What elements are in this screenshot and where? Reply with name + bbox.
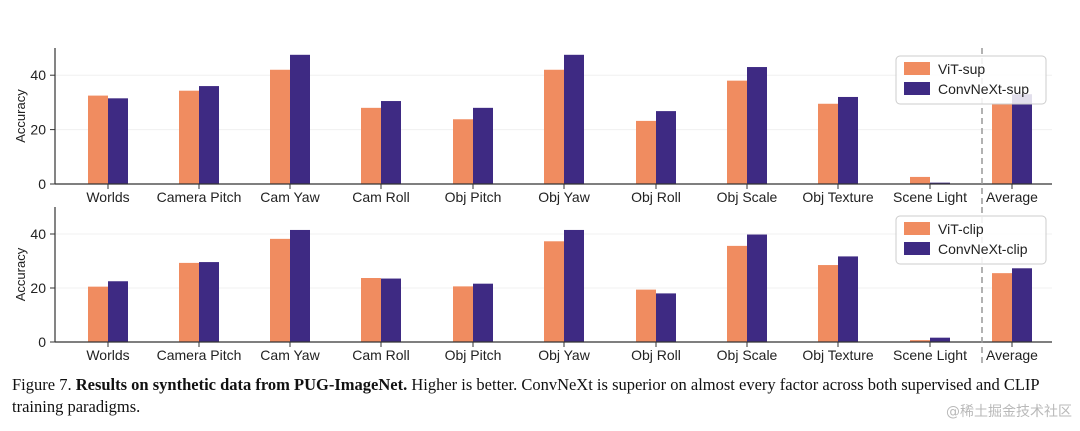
x-tick-label: Worlds (86, 189, 129, 205)
bar-vit-sup-scene-light (910, 176, 930, 184)
bar-vit-clip-obj-yaw (544, 241, 564, 342)
bar-vit-clip-camera-pitch (179, 262, 199, 342)
x-tick-label: Cam Yaw (260, 347, 320, 363)
legend-entry: ConvNeXt-clip (938, 241, 1028, 257)
bar-convnext-sup-obj-roll (656, 111, 676, 184)
x-tick-label: Obj Pitch (445, 347, 502, 363)
legend-entry: ViT-sup (938, 61, 985, 77)
bar-vit-clip-obj-texture (818, 265, 838, 342)
bar-convnext-clip-obj-scale (747, 234, 767, 342)
bar-convnext-sup-cam-yaw (290, 54, 310, 184)
bar-vit-sup-obj-pitch (453, 119, 473, 184)
legend-entry: ViT-clip (938, 221, 984, 237)
bar-convnext-clip-average (1012, 268, 1032, 342)
bar-vit-clip-obj-pitch (453, 286, 473, 342)
bar-convnext-clip-obj-yaw (564, 229, 584, 342)
x-tick-label: Camera Pitch (157, 347, 242, 363)
bar-vit-sup-obj-scale (727, 80, 747, 184)
bar-vit-sup-average (992, 103, 1012, 184)
bar-vit-clip-obj-roll (636, 289, 656, 342)
x-tick-label: Obj Texture (802, 347, 874, 363)
bar-vit-clip-cam-yaw (270, 238, 290, 342)
caption-body: Higher is better. ConvNeXt is superior o… (12, 375, 1039, 416)
bar-convnext-clip-cam-yaw (290, 229, 310, 342)
bar-convnext-sup-obj-pitch (473, 107, 493, 184)
bar-vit-sup-camera-pitch (179, 90, 199, 184)
bar-convnext-clip-obj-pitch (473, 283, 493, 342)
x-tick-label: Obj Roll (631, 189, 681, 205)
x-tick-label: Obj Yaw (538, 347, 591, 363)
bar-convnext-sup-obj-yaw (564, 54, 584, 184)
bar-convnext-clip-worlds (108, 281, 128, 342)
y-tick-label: 20 (30, 122, 46, 138)
x-tick-label: Obj Scale (717, 347, 778, 363)
legend-swatch (904, 82, 930, 95)
legend-swatch (904, 222, 930, 235)
bar-convnext-sup-obj-scale (747, 67, 767, 184)
caption-title: Results on synthetic data from PUG-Image… (75, 375, 408, 394)
x-tick-label: Cam Yaw (260, 189, 320, 205)
bar-convnext-clip-cam-roll (381, 278, 401, 342)
x-tick-label: Obj Scale (717, 189, 778, 205)
x-tick-label: Scene Light (893, 189, 967, 205)
bar-convnext-sup-worlds (108, 98, 128, 184)
x-tick-label: Average (986, 347, 1038, 363)
x-tick-label: Scene Light (893, 347, 967, 363)
bar-vit-sup-cam-yaw (270, 69, 290, 184)
x-tick-label: Obj Yaw (538, 189, 591, 205)
legend-swatch (904, 62, 930, 75)
bar-vit-clip-cam-roll (361, 278, 381, 342)
y-axis-label: Accuracy (13, 89, 28, 143)
bar-vit-sup-cam-roll (361, 107, 381, 184)
bar-convnext-sup-scene-light (930, 182, 950, 184)
bar-vit-clip-worlds (88, 286, 108, 342)
bar-vit-clip-scene-light (910, 340, 930, 342)
bar-convnext-clip-scene-light (930, 337, 950, 342)
legend: ViT-sup ConvNeXt-sup (895, 55, 1047, 105)
bar-vit-sup-obj-roll (636, 120, 656, 184)
bar-convnext-clip-obj-texture (838, 256, 858, 342)
bar-convnext-clip-obj-roll (656, 293, 676, 342)
caption-label: Figure 7. (12, 375, 72, 394)
bar-convnext-sup-camera-pitch (199, 86, 219, 184)
y-tick-label: 40 (30, 67, 46, 83)
legend-entry: ConvNeXt-sup (938, 81, 1029, 97)
x-tick-label: Cam Roll (352, 347, 410, 363)
x-tick-label: Worlds (86, 347, 129, 363)
legend-swatch (904, 242, 930, 255)
watermark: @稀土掘金技术社区 (946, 404, 1072, 420)
x-tick-label: Cam Roll (352, 189, 410, 205)
x-tick-label: Camera Pitch (157, 189, 242, 205)
y-tick-label: 20 (30, 280, 46, 296)
y-axis-label: Accuracy (13, 247, 28, 301)
bar-convnext-clip-camera-pitch (199, 262, 219, 342)
bar-convnext-sup-cam-roll (381, 101, 401, 184)
x-tick-label: Average (986, 189, 1038, 205)
bar-convnext-sup-obj-texture (838, 96, 858, 184)
y-tick-label: 40 (30, 226, 46, 242)
figure-caption: Figure 7. Results on synthetic data from… (12, 374, 1067, 418)
y-tick-label: 0 (38, 334, 46, 350)
legend-box (895, 215, 1047, 265)
bar-vit-sup-obj-yaw (544, 69, 564, 184)
legend: ViT-clip ConvNeXt-clip (895, 215, 1047, 265)
bar-vit-clip-obj-scale (727, 245, 747, 342)
y-tick-label: 0 (38, 176, 46, 192)
bar-convnext-sup-average (1012, 94, 1032, 184)
bar-vit-clip-average (992, 273, 1012, 342)
x-tick-label: Obj Roll (631, 347, 681, 363)
legend-box (895, 55, 1047, 105)
bar-vit-sup-worlds (88, 95, 108, 184)
x-tick-label: Obj Texture (802, 189, 874, 205)
x-tick-label: Obj Pitch (445, 189, 502, 205)
bar-vit-sup-obj-texture (818, 103, 838, 184)
